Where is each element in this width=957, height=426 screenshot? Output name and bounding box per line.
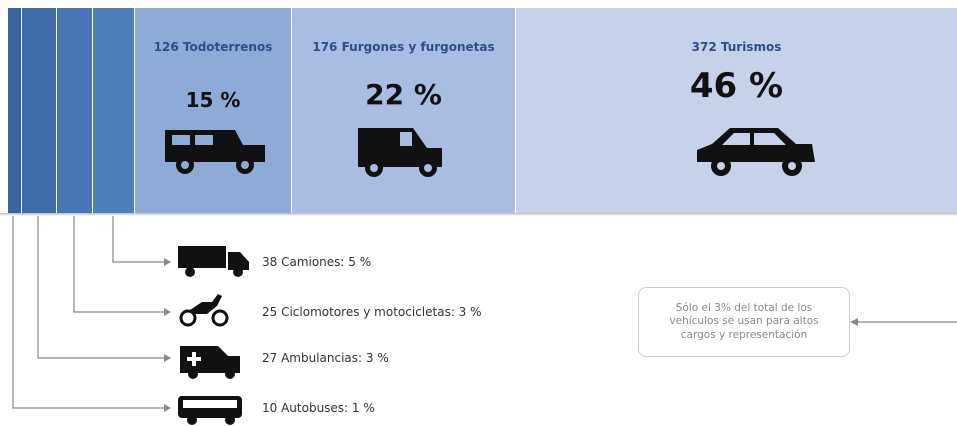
strip bbox=[8, 8, 22, 213]
segment: 372 Turismos 46 % bbox=[516, 8, 957, 213]
segment-title: 176 Furgones y furgonetas bbox=[312, 40, 495, 54]
icons bbox=[165, 128, 815, 425]
strip bbox=[93, 8, 135, 213]
strip bbox=[57, 8, 93, 213]
item-label: 38 Camiones: 5 % bbox=[262, 255, 372, 269]
arrowheads bbox=[164, 258, 858, 412]
segment-percent: 46 % bbox=[689, 66, 784, 106]
segment-percent: 15 % bbox=[185, 88, 241, 112]
strip bbox=[22, 8, 57, 213]
shadow bbox=[0, 213, 957, 216]
segment: 176 Furgones y furgonetas 22 % bbox=[292, 8, 516, 213]
item-label: 10 Autobuses: 1 % bbox=[262, 401, 375, 415]
item-label: 25 Ciclomotores y motocicletas: 3 % bbox=[262, 305, 482, 319]
segment-title: 372 Turismos bbox=[691, 40, 782, 54]
segment-percent: 22 % bbox=[365, 78, 442, 111]
segment-title: 126 Todoterrenos bbox=[153, 40, 273, 54]
item-label: 27 Ambulancias: 3 % bbox=[262, 351, 389, 365]
connectors bbox=[12, 216, 957, 409]
segment: 126 Todoterrenos 15 % bbox=[135, 8, 292, 213]
note: Sólo el 3% del total de los vehículos se… bbox=[638, 287, 850, 357]
